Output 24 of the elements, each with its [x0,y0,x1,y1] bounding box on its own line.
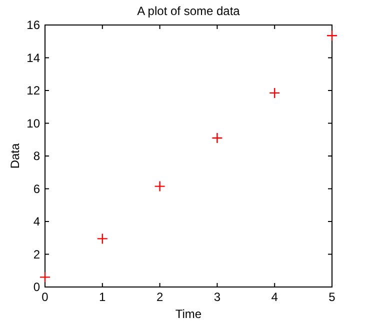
y-tick-label: 0 [33,280,40,294]
point [39,272,51,283]
point [96,233,108,244]
y-tick-label: 4 [33,214,40,228]
chart-title: A plot of some data [137,4,240,18]
x-tick-label: 3 [214,290,221,304]
x-tick-label: 0 [42,290,49,304]
point [154,180,166,192]
x-axis-title: Time [175,307,202,321]
x-tick-label: 1 [99,290,106,304]
point [269,87,280,99]
x-tick-label: 5 [328,290,336,304]
y-tick-label: 12 [26,84,40,98]
y-tick-label: 8 [33,149,40,163]
y-tick-label: 14 [26,50,40,65]
y-tick-label: 6 [33,182,40,196]
y-tick-label: 16 [26,18,40,32]
y-axis-title: Data [8,143,22,169]
y-tick-label: 2 [33,247,40,262]
x-tick-label: 4 [271,290,278,304]
x-tick-label: 2 [156,290,164,304]
y-tick-label: 10 [26,116,40,130]
point [212,132,223,144]
point [326,30,338,42]
